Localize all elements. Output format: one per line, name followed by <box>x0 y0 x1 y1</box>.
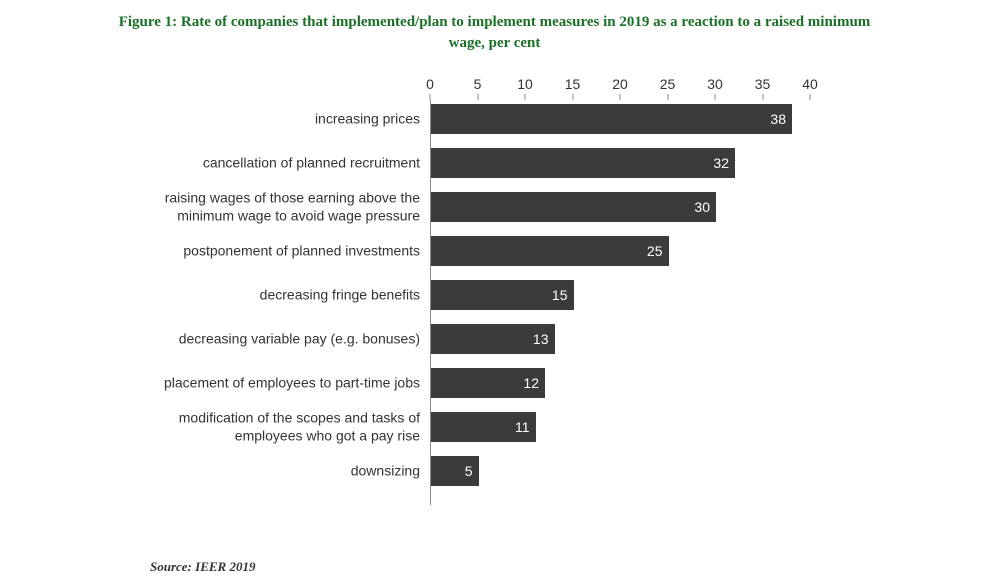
bar-value-label: 13 <box>533 331 549 347</box>
plot-region: increasing prices38cancellation of plann… <box>430 100 810 500</box>
bar-value-label: 5 <box>465 463 473 479</box>
bar-row: decreasing fringe benefits 15 <box>150 280 810 310</box>
bar-value-label: 38 <box>770 111 786 127</box>
bar-row: decreasing variable pay (e.g. bonuses) 13 <box>150 324 810 354</box>
bar: 32 <box>431 148 735 178</box>
bar: 5 <box>431 456 479 486</box>
bar-category-label: decreasing fringe benefits <box>150 286 420 304</box>
x-tick-label: 5 <box>474 76 482 92</box>
bar-row: increasing prices 38 <box>150 104 810 134</box>
bar-category-label: increasing prices <box>150 110 420 128</box>
bar-value-label: 11 <box>515 419 530 435</box>
bar: 30 <box>431 192 716 222</box>
bar-value-label: 15 <box>552 287 568 303</box>
bar-category-label: cancellation of planned recruitment <box>150 154 420 172</box>
bar-row: cancellation of planned recruitment 32 <box>150 148 810 178</box>
bar-row: downsizing 5 <box>150 456 810 486</box>
bar-category-label: downsizing <box>150 462 420 480</box>
bar: 13 <box>431 324 555 354</box>
x-tick-label: 40 <box>802 76 818 92</box>
bar: 15 <box>431 280 574 310</box>
bar: 38 <box>431 104 792 134</box>
bar: 12 <box>431 368 545 398</box>
x-tick-label: 25 <box>660 76 676 92</box>
bar-category-label: raising wages of those earning above the… <box>150 190 420 225</box>
bar-category-label: decreasing variable pay (e.g. bonuses) <box>150 330 420 348</box>
bar-value-label: 32 <box>713 155 729 171</box>
bar-row: placement of employees to part-time jobs… <box>150 368 810 398</box>
bar: 25 <box>431 236 669 266</box>
x-tick-label: 30 <box>707 76 723 92</box>
chart-area: 0510152025303540 increasing prices38canc… <box>150 70 860 530</box>
x-tick-label: 0 <box>426 76 434 92</box>
bar-value-label: 25 <box>647 243 663 259</box>
x-tick-label: 10 <box>517 76 533 92</box>
bar-value-label: 12 <box>523 375 539 391</box>
bar-value-label: 30 <box>694 199 710 215</box>
bar-row: modification of the scopes and tasks of … <box>150 412 810 442</box>
x-tick-label: 20 <box>612 76 628 92</box>
bar-category-label: modification of the scopes and tasks of … <box>150 410 420 445</box>
source-note: Source: IEER 2019 <box>150 559 255 575</box>
x-tick-label: 35 <box>755 76 771 92</box>
bar-category-label: postponement of planned investments <box>150 242 420 260</box>
bar: 11 <box>431 412 536 442</box>
chart-title: Figure 1: Rate of companies that impleme… <box>0 0 989 54</box>
x-tick-label: 15 <box>565 76 581 92</box>
bar-row: raising wages of those earning above the… <box>150 192 810 222</box>
x-axis: 0510152025303540 <box>430 70 810 100</box>
bar-category-label: placement of employees to part-time jobs <box>150 374 420 392</box>
bar-row: postponement of planned investments 25 <box>150 236 810 266</box>
